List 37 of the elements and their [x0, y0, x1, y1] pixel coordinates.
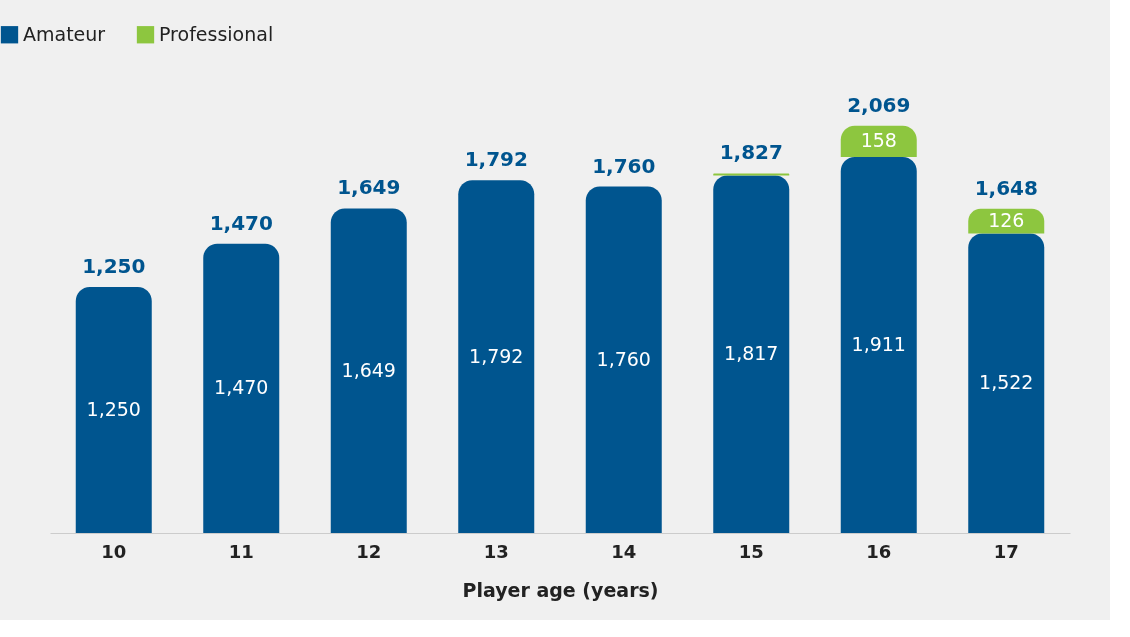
data-label: 1,470: [214, 376, 269, 399]
bar: [585, 186, 662, 533]
x-tick-label: 10: [101, 540, 127, 562]
data-label: 1,522: [979, 371, 1034, 394]
total-label: 1,649: [337, 175, 401, 200]
total-label: 1,760: [592, 153, 656, 178]
x-tick-label: 14: [611, 540, 637, 562]
x-axis-title: Player age (years): [462, 578, 659, 601]
total-label: 1,250: [82, 253, 146, 278]
total-label: 1,648: [974, 175, 1038, 200]
x-tick-label: 13: [483, 540, 509, 562]
x-tick-label: 17: [993, 540, 1019, 562]
total-label: 1,792: [464, 147, 528, 172]
bar: [330, 208, 407, 533]
bar: [840, 156, 917, 533]
total-label: 1,827: [719, 140, 783, 165]
x-tick-label: 16: [866, 540, 892, 562]
x-tick-label: 15: [738, 540, 764, 562]
bar: [713, 175, 790, 533]
total-label: 1,470: [209, 210, 273, 235]
bar: [203, 243, 280, 533]
data-label: 1,817: [724, 342, 779, 365]
legend-label: Amateur: [23, 22, 106, 45]
data-label: 1,649: [341, 358, 396, 381]
data-label: 126: [988, 209, 1025, 232]
legend-label: Professional: [159, 22, 274, 45]
bar: [968, 233, 1045, 533]
data-label: 1,760: [596, 347, 651, 370]
x-tick-label: 12: [356, 540, 382, 562]
x-tick-label: 11: [228, 540, 254, 562]
data-label: 1,911: [851, 332, 906, 355]
data-label: 1,250: [86, 397, 141, 420]
bar: [458, 180, 535, 533]
data-label: 158: [860, 129, 897, 152]
data-label: 1,792: [469, 344, 524, 367]
total-label: 2,069: [847, 92, 911, 117]
bar: [75, 286, 152, 533]
